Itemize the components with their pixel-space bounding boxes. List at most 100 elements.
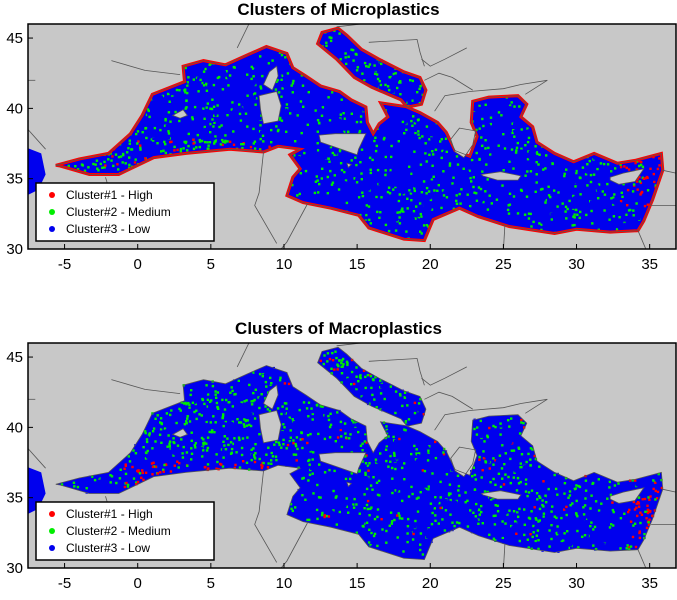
cluster-point [253,455,256,459]
cluster-point [298,136,301,140]
cluster-point [394,406,397,410]
cluster-point [479,187,483,191]
cluster-point [278,379,282,382]
cluster-point [603,193,607,196]
cluster-point [584,173,588,176]
cluster-point [307,401,311,404]
cluster-point [605,543,608,546]
cluster-point [517,482,521,485]
cluster-point [443,190,446,193]
cluster-point [378,80,381,83]
cluster-point [320,114,324,117]
cluster-point [540,223,543,226]
cluster-point [453,486,457,489]
cluster-point [356,449,360,452]
cluster-point [424,448,427,451]
cluster-point [470,180,473,183]
cluster-point [545,187,548,191]
cluster-point [468,169,471,172]
cluster-point [231,420,234,423]
cluster-point [234,62,237,65]
cluster-point [166,92,170,96]
cluster-point [216,460,219,464]
cluster-point [300,74,304,77]
cluster-point [595,200,599,203]
cluster-point [245,85,249,89]
cluster-point [467,518,471,521]
cluster-point [598,190,601,193]
cluster-point [405,492,409,495]
cluster-point [274,55,277,58]
cluster-point [250,403,254,406]
cluster-point [184,458,187,462]
cluster-point [245,90,248,93]
cluster-point [436,501,439,504]
cluster-point [401,466,404,470]
cluster-point [632,500,635,504]
cluster-point [174,451,178,454]
cluster-point [96,486,99,489]
cluster-point [520,421,523,424]
cluster-point [638,175,641,179]
cluster-point [627,545,630,549]
cluster-point [190,452,194,455]
cluster-point [379,225,382,228]
cluster-point [172,454,175,457]
cluster-point [457,489,460,492]
cluster-point [279,116,282,120]
cluster-point [264,372,267,375]
cluster-point [410,485,413,489]
cluster-point [410,190,413,193]
cluster-point [379,60,382,63]
cluster-point [258,148,262,151]
cluster-point [394,233,397,236]
cluster-point [496,510,500,513]
cluster-point [477,489,480,492]
cluster-point [388,109,392,113]
cluster-point [477,186,481,189]
cluster-point [462,178,466,181]
cluster-point [284,63,288,66]
cluster-point [448,169,451,172]
cluster-point [270,451,273,455]
cluster-point [283,80,286,83]
cluster-point [406,532,409,535]
cluster-point [313,191,317,195]
cluster-point [184,66,187,70]
cluster-point [530,510,533,513]
cluster-point [523,213,527,216]
cluster-point [336,363,339,366]
cluster-point [327,414,330,418]
cluster-point [238,421,241,424]
cluster-point [487,151,490,154]
cluster-point [144,120,147,123]
cluster-point [440,497,444,501]
cluster-point [144,113,148,117]
cluster-point [646,504,649,507]
cluster-point [460,177,463,180]
cluster-point [189,93,192,97]
cluster-point [491,533,494,536]
cluster-point [382,129,385,132]
cluster-point [425,186,429,190]
cluster-point [178,119,181,123]
cluster-point [652,172,655,176]
cluster-point [261,375,264,378]
cluster-point [202,84,206,87]
cluster-point [188,410,192,414]
cluster-point [509,481,512,485]
cluster-point [495,126,498,130]
cluster-point [504,113,507,116]
cluster-point [318,179,321,183]
cluster-point [428,445,431,448]
cluster-point [286,443,290,447]
cluster-point [95,159,99,162]
cluster-point [359,120,363,124]
cluster-point [142,446,145,449]
cluster-point [424,137,428,140]
cluster-point [593,157,596,160]
cluster-point [260,130,263,133]
cluster-point [211,94,214,98]
cluster-point [396,514,399,517]
cluster-point [571,489,574,492]
